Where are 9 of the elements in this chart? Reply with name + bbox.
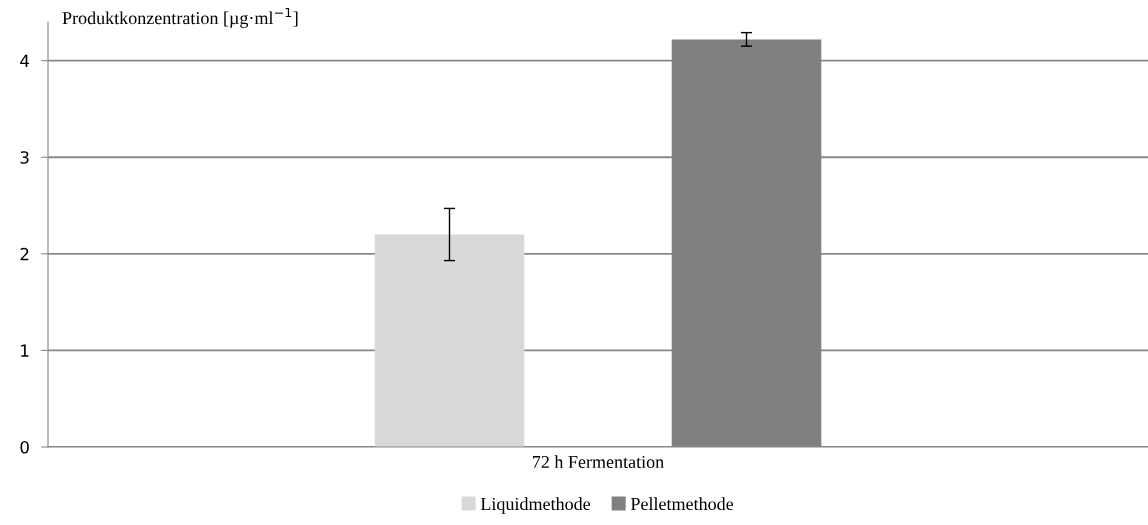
y-tick-label: 2 — [20, 247, 29, 261]
legend-label: Liquidmethode — [480, 497, 591, 514]
y-tick-label: 0 — [20, 440, 29, 454]
y-tick-label: 3 — [20, 151, 29, 164]
legend-label: Pelletmethode — [630, 497, 734, 511]
y-axis-title: Produktkonzentration [µg·ml$^{−1}$] — [62, 7, 298, 28]
y-tick-label: 1 — [21, 344, 29, 357]
y-tick-label: 4 — [20, 54, 30, 67]
x-tick-label: 72 h Fermentation — [533, 455, 664, 469]
